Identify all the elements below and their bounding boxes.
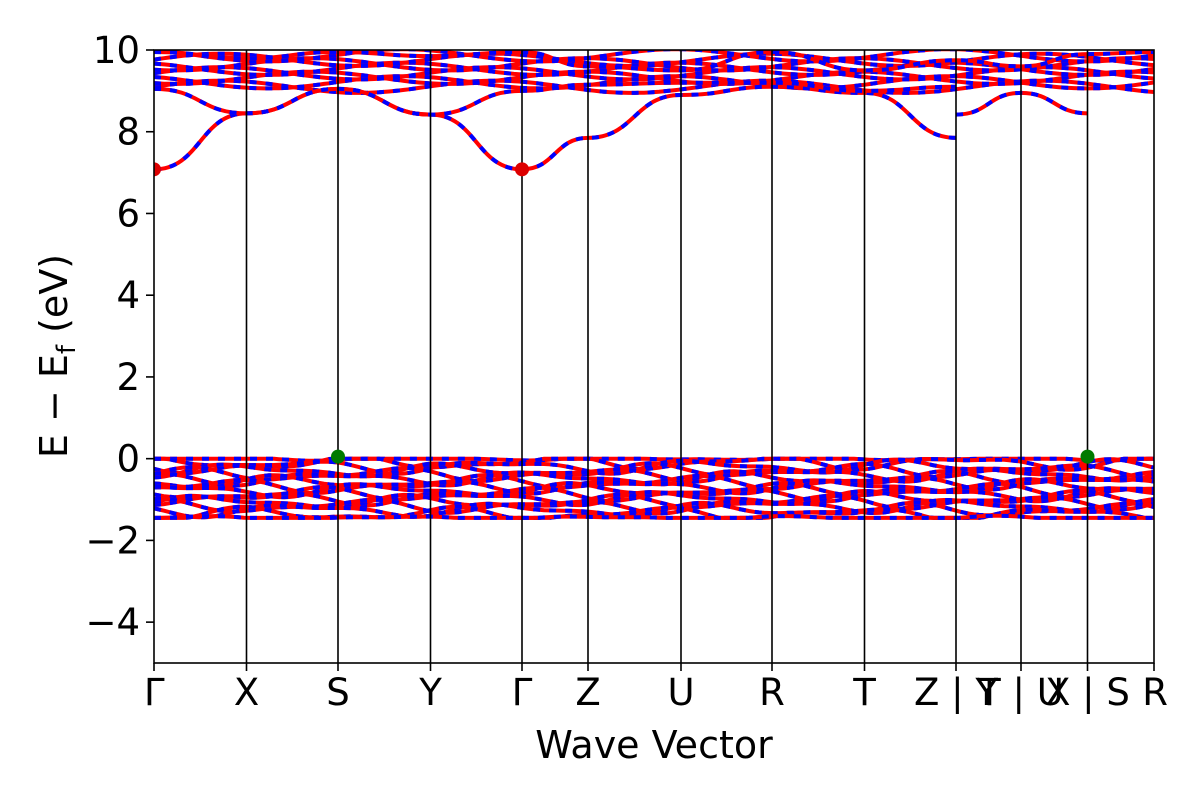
x-axis-label: Wave Vector (535, 723, 773, 767)
band-extrema-markers (154, 162, 1095, 464)
high-symmetry-lines (245, 50, 1089, 663)
x-tick-label: Γ (144, 671, 165, 714)
x-tick-label: Z | Y (914, 671, 998, 714)
conduction-manifold-line-spin-down (154, 51, 1154, 68)
valence-band-line-spin-up (154, 484, 1154, 504)
x-tick-label: X | S (1045, 671, 1130, 714)
x-tick-label: Γ (512, 671, 533, 714)
vbm-marker (1080, 449, 1095, 464)
band-lines (154, 50, 1154, 520)
x-tick-label: Y (418, 671, 442, 714)
y-tick-label: −2 (85, 519, 140, 562)
cbm-marker (515, 162, 529, 177)
x-tick-label: T | U (977, 671, 1064, 714)
x-tick-label: Z (575, 671, 600, 714)
y-tick-label: 6 (116, 192, 140, 235)
x-tick-label: S (326, 671, 350, 714)
valence-band-line-spin-up (154, 477, 1154, 496)
conduction-manifold-line-spin-down (154, 50, 1154, 64)
y-axis-label: E − Ef (eV) (32, 254, 82, 458)
plot-frame (153, 49, 1155, 664)
x-tick-label: R (1142, 671, 1168, 714)
y-tick-label: 10 (93, 29, 140, 72)
y-axis-label-sub: f (52, 344, 82, 354)
conduction-band-spin-up (154, 84, 957, 172)
vbm-marker (331, 449, 345, 464)
y-tick-label: 4 (116, 274, 140, 317)
y-axis-ticks: −4 −2 0 2 4 6 8 10 (85, 29, 154, 644)
y-tick-label: 0 (116, 438, 140, 481)
conduction-band-spin-down (154, 84, 957, 172)
conduction-band-spin-up (154, 80, 957, 117)
x-tick-label: X (234, 671, 259, 714)
x-tick-label: R (759, 671, 785, 714)
x-tick-label: T (852, 671, 876, 714)
y-axis-label-main: E − E (32, 354, 76, 458)
y-tick-label: 2 (116, 356, 140, 399)
y-tick-label: −4 (85, 601, 140, 644)
y-axis-label-unit: (eV) (32, 254, 76, 345)
x-tick-label: U (667, 671, 694, 714)
valence-band-line-spin-down (154, 513, 1154, 520)
cbm-marker (154, 162, 161, 177)
y-tick-label: 8 (116, 111, 140, 154)
